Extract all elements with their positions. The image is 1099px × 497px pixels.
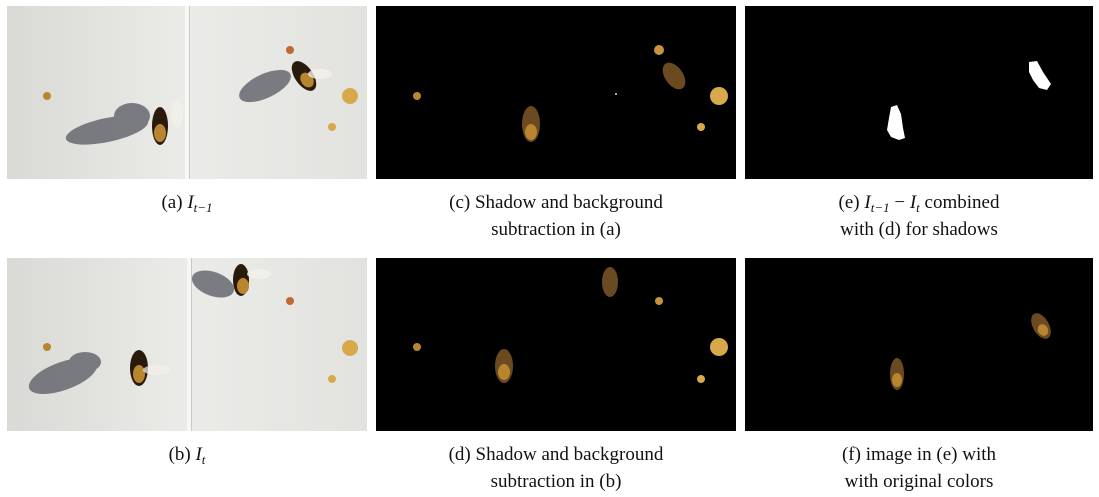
caption-e-line2: with (d) for shadows — [840, 219, 998, 240]
caption-e-line1: (e) It−1 − It combined — [838, 192, 1000, 215]
pollen-dot — [342, 340, 358, 356]
shadow-mask — [887, 105, 905, 140]
pollen-dot — [286, 297, 294, 305]
shadow-mask — [1029, 61, 1051, 90]
caption-f-line2: with original colors — [844, 471, 994, 492]
bee-right — [291, 61, 332, 91]
pollen-dot — [655, 297, 663, 305]
caption-c-line1: (c) Shadow and background — [449, 192, 663, 213]
caption-f: (f) image in (e) with with original colo… — [745, 441, 1093, 495]
panel-e-difference-mask — [745, 6, 1093, 179]
caption-b: (b) It — [168, 444, 206, 467]
caption-f-line1: (f) image in (e) with — [841, 444, 997, 465]
caption-e: (e) It−1 − It combined with (d) for shad… — [745, 189, 1093, 243]
bee-shadow-left — [28, 352, 101, 395]
caption-a: (a) It−1 — [161, 192, 213, 215]
pollen-dot — [710, 87, 728, 105]
caption-d-line2: subtraction in (b) — [490, 471, 622, 492]
segmented-bee — [602, 267, 618, 297]
panel-c-subtraction-a — [376, 6, 736, 179]
pollen-dot — [654, 45, 664, 55]
pollen-dot — [286, 46, 294, 54]
pollen-dot — [697, 375, 705, 383]
panel-b-frame-t — [7, 258, 367, 431]
caption-d-line1: (d) Shadow and background — [448, 444, 664, 465]
pollen-dot — [413, 343, 421, 351]
panel-d-subtraction-b — [376, 258, 736, 431]
pollen-dot — [710, 338, 728, 356]
pollen-dot — [328, 123, 336, 131]
panel-f-colored-result — [745, 258, 1093, 431]
bee-shadow-right — [191, 270, 235, 298]
pollen-dot — [413, 92, 421, 100]
pollen-dot — [43, 343, 51, 351]
bee-right — [233, 264, 271, 296]
bee-left — [152, 100, 183, 145]
bee-left — [130, 350, 171, 386]
bee-shadow-left — [65, 103, 150, 145]
pollen-dot — [342, 88, 358, 104]
pollen-dot — [328, 375, 336, 383]
pollen-dot — [697, 123, 705, 131]
bee-shadow-right — [239, 69, 291, 103]
pollen-dot — [43, 92, 51, 100]
segmented-bee — [662, 62, 686, 90]
caption-c: (c) Shadow and background subtraction in… — [376, 189, 736, 243]
caption-c-line2: subtraction in (a) — [491, 219, 621, 240]
caption-d: (d) Shadow and background subtraction in… — [376, 441, 736, 495]
panel-a-frame-t-minus-1 — [7, 6, 367, 179]
